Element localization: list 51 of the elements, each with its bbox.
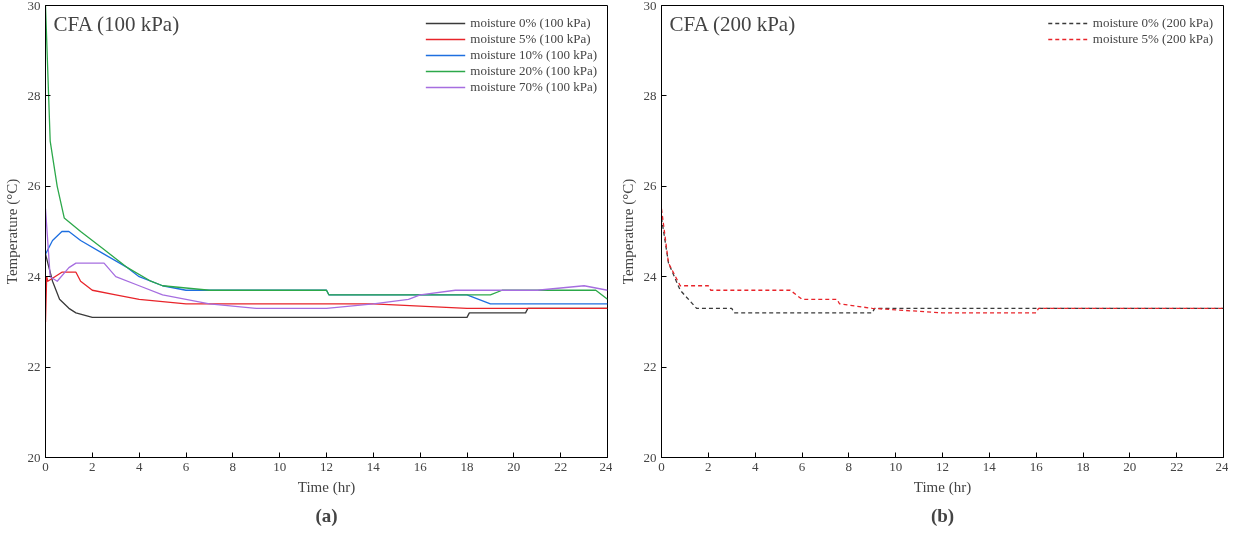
- x-tick-label: 20: [507, 458, 521, 474]
- legend-label: moisture 0% (200 kPa): [1092, 15, 1213, 31]
- x-tick-label: 18: [460, 458, 474, 474]
- x-axis-title: Time (hr): [297, 478, 356, 496]
- y-tick-label: 26: [643, 178, 657, 194]
- y-tick-label: 26: [27, 178, 41, 194]
- y-tick-label: 28: [643, 87, 657, 103]
- chart-title: CFA (100 kPa): [53, 11, 180, 36]
- x-tick-label: 16: [413, 458, 428, 474]
- x-tick-label: 2: [705, 458, 712, 474]
- legend-label: moisture 0% (100 kPa): [470, 15, 591, 31]
- y-axis-title: Temperature (°C): [3, 178, 21, 285]
- x-tick-label: 6: [798, 458, 806, 474]
- y-tick-label: 30: [27, 0, 41, 13]
- x-tick-label: 4: [135, 458, 143, 474]
- x-tick-label: 24: [599, 458, 613, 474]
- y-tick-label: 22: [27, 359, 41, 375]
- x-tick-label: 18: [1076, 458, 1090, 474]
- x-tick-label: 8: [845, 458, 853, 474]
- x-tick-label: 10: [273, 458, 287, 474]
- x-tick-label: 14: [982, 458, 997, 474]
- x-axis-title: Time (hr): [913, 478, 972, 496]
- x-tick-label: 20: [1123, 458, 1137, 474]
- x-tick-label: 4: [751, 458, 759, 474]
- y-axis-title: Temperature (°C): [619, 178, 637, 285]
- x-tick-label: 22: [1170, 458, 1184, 474]
- y-tick-label: 30: [643, 0, 657, 13]
- y-tick-label: 28: [27, 87, 41, 103]
- legend-label: moisture 20% (100 kPa): [470, 63, 597, 79]
- x-tick-label: 16: [1029, 458, 1044, 474]
- legend-label: moisture 70% (100 kPa): [470, 79, 597, 95]
- legend-label: moisture 10% (100 kPa): [470, 47, 597, 63]
- x-tick-label: 2: [89, 458, 96, 474]
- y-tick-label: 24: [27, 268, 41, 284]
- x-tick-label: 24: [1215, 458, 1229, 474]
- chart-title: CFA (200 kPa): [669, 11, 796, 36]
- x-tick-label: 0: [42, 458, 49, 474]
- x-tick-label: 12: [936, 458, 949, 474]
- y-tick-label: 24: [643, 268, 657, 284]
- x-tick-label: 6: [182, 458, 190, 474]
- text: (a): [315, 504, 338, 527]
- x-tick-label: 14: [366, 458, 381, 474]
- text: (b): [930, 504, 955, 527]
- legend-label: moisture 5% (100 kPa): [470, 31, 591, 47]
- x-tick-label: 0: [658, 458, 665, 474]
- legend-label: moisture 5% (200 kPa): [1092, 31, 1213, 47]
- x-tick-label: 22: [554, 458, 568, 474]
- y-tick-label: 22: [643, 359, 657, 375]
- x-tick-label: 10: [889, 458, 903, 474]
- x-tick-label: 8: [229, 458, 237, 474]
- x-tick-label: 12: [320, 458, 333, 474]
